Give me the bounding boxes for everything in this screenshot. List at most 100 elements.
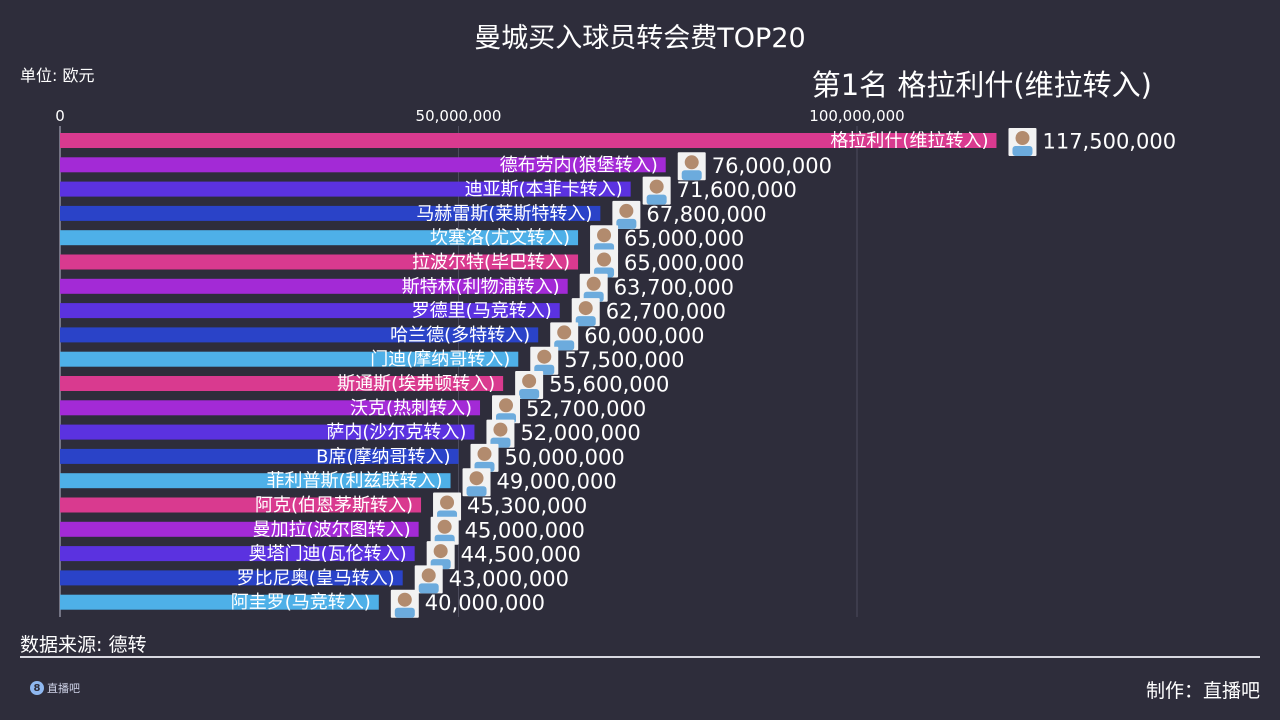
- bar: [60, 400, 481, 416]
- avatar-shirt: [1012, 146, 1033, 156]
- bar-value-label: 57,500,000: [564, 348, 684, 372]
- player-avatar: [515, 371, 544, 399]
- bar-value-label: 40,000,000: [425, 591, 545, 615]
- avatar-head: [421, 568, 436, 583]
- avatar-head: [597, 228, 612, 243]
- unit-label: 单位: 欧元: [20, 66, 95, 85]
- avatar-shirt: [554, 340, 575, 351]
- player-avatar: [430, 516, 459, 545]
- avatar-head: [499, 398, 514, 413]
- avatar-head: [619, 203, 634, 218]
- avatar-shirt: [616, 218, 637, 229]
- avatar-head: [522, 374, 537, 388]
- bar: [60, 376, 504, 391]
- bar: [60, 594, 379, 610]
- avatar-head: [649, 179, 664, 194]
- x-tick-label: 0: [55, 107, 65, 125]
- bar-value-label: 55,600,000: [549, 373, 669, 397]
- avatar-shirt: [575, 316, 596, 327]
- chart-title: 曼城买入球员转会费TOP20: [474, 23, 806, 54]
- player-avatar: [571, 298, 600, 327]
- bar: [60, 254, 579, 270]
- bar-category-label: 沃克(热刺转入): [350, 398, 472, 419]
- bar-category-label: 萨内(沙尔克转入): [326, 422, 466, 443]
- bar: [60, 497, 422, 513]
- bar-value-label: 76,000,000: [712, 154, 832, 178]
- avatar-head: [437, 519, 452, 534]
- player-avatar: [1008, 128, 1037, 156]
- player-avatar: [677, 152, 706, 181]
- brand-logo-text: 直播吧: [47, 682, 80, 695]
- bar-category-label: 罗比尼奥(皇马转入): [237, 568, 395, 589]
- bar-category-label: 阿圭罗(马竞转入): [231, 592, 371, 613]
- maker-label: 制作：直播吧: [1145, 680, 1260, 702]
- bar: [60, 278, 568, 294]
- avatar-head: [1015, 131, 1030, 145]
- x-tick-label: 100,000,000: [809, 107, 904, 125]
- bar: [60, 133, 997, 148]
- player-avatar: [530, 346, 559, 375]
- bar-value-label: 52,700,000: [526, 397, 646, 421]
- bar: [60, 157, 666, 173]
- bar-category-label: 拉波尔特(毕巴转入): [412, 252, 570, 273]
- bar-category-label: 阿克(伯恩茅斯转入): [255, 495, 413, 516]
- bar-category-label: 门迪(摩纳哥转入): [370, 349, 510, 370]
- bar-category-label: 罗德里(马竞转入): [412, 301, 552, 322]
- bar-category-label: 迪亚斯(本菲卡转入): [465, 179, 623, 200]
- bar-category-label: 坎塞洛(尤文转入): [430, 228, 570, 249]
- bar-value-label: 43,000,000: [449, 567, 569, 591]
- avatar-shirt: [646, 194, 667, 205]
- source-label: 数据来源: 德转: [20, 634, 147, 656]
- player-avatar: [612, 200, 641, 229]
- brand-logo-icon: 8: [30, 681, 44, 695]
- bar-category-label: 斯通斯(埃弗顿转入): [337, 374, 495, 395]
- player-avatar: [414, 565, 443, 594]
- leader-label: 第1名 格拉利什(维拉转入): [811, 68, 1152, 102]
- player-avatar: [390, 589, 419, 618]
- avatar-head: [397, 592, 412, 607]
- bar-category-label: 格拉利什(维拉转入): [830, 131, 988, 152]
- player-avatar: [590, 249, 619, 278]
- avatar-head: [469, 471, 484, 486]
- bar: [60, 473, 451, 489]
- bar: [60, 448, 459, 464]
- avatar-head: [433, 544, 448, 559]
- bar-value-label: 60,000,000: [584, 324, 704, 348]
- bar-category-label: 哈兰德(多特转入): [390, 325, 530, 346]
- bar: [60, 230, 579, 246]
- player-avatar: [433, 492, 462, 521]
- bar: [60, 351, 519, 367]
- avatar-shirt: [681, 170, 702, 181]
- bar-category-label: 奥塔门迪(瓦伦转入): [249, 544, 407, 565]
- bar-category-label: 马赫雷斯(莱斯特转入): [416, 203, 592, 224]
- bar-category-label: 斯特林(利物浦转入): [402, 276, 560, 297]
- player-avatar: [590, 225, 619, 254]
- avatar-shirt: [519, 389, 540, 399]
- bar: [60, 521, 419, 537]
- player-avatar: [462, 468, 491, 497]
- bar: [60, 303, 560, 319]
- player-avatar: [492, 395, 521, 424]
- bar: [60, 424, 475, 440]
- bar-value-label: 71,600,000: [677, 178, 797, 202]
- bar-value-label: 62,700,000: [606, 300, 726, 324]
- bar: [60, 327, 539, 343]
- footer-divider: [20, 656, 1260, 658]
- avatar-shirt: [466, 486, 487, 497]
- bar-value-label: 44,500,000: [461, 543, 581, 567]
- bar-category-label: 曼加拉(波尔图转入): [253, 519, 411, 540]
- avatar-shirt: [418, 583, 439, 594]
- avatar-head: [586, 276, 601, 291]
- avatar-head: [597, 252, 612, 267]
- bar-value-label: 52,000,000: [520, 421, 640, 445]
- bar-chart: 0 50,000,000 100,000,000 格拉利什(维拉转入) 117,500,…: [55, 107, 1176, 618]
- brand-logo: 8 直播吧: [30, 680, 80, 696]
- avatar-head: [477, 446, 492, 461]
- avatar-head: [440, 495, 455, 510]
- player-avatar: [486, 419, 515, 448]
- player-avatar: [642, 176, 671, 205]
- bar: [60, 205, 601, 221]
- bar: [60, 181, 631, 197]
- bar: [60, 546, 415, 562]
- bar-value-label: 45,300,000: [467, 494, 587, 518]
